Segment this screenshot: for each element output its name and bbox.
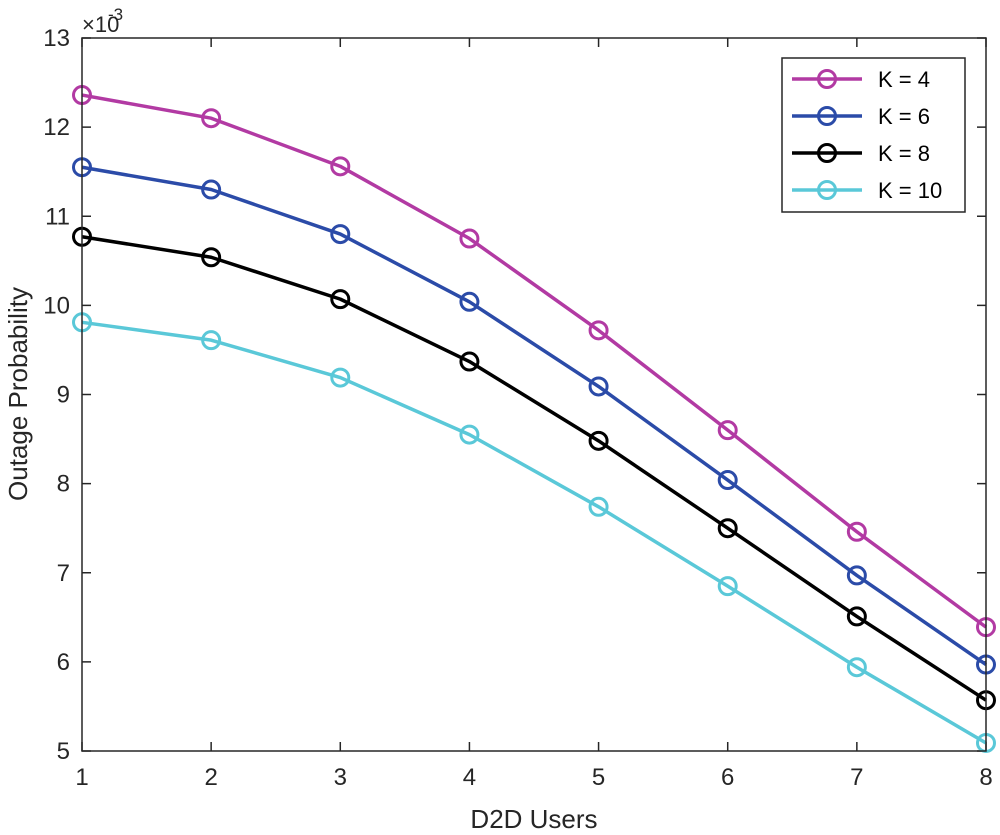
series-line	[81, 235, 987, 702]
legend-entry: K = 8	[792, 141, 930, 166]
data-point	[588, 320, 609, 341]
data-point	[330, 156, 351, 177]
data-point	[201, 179, 222, 200]
series-line	[81, 165, 987, 666]
data-point	[459, 424, 480, 445]
legend-entry: K = 6	[792, 104, 930, 129]
data-point	[846, 521, 867, 542]
y-multiplier-exponent: -3	[108, 5, 123, 24]
data-point	[330, 289, 351, 310]
data-point	[717, 420, 738, 441]
legend-marker	[817, 69, 837, 89]
y-tick-label: 5	[57, 738, 70, 765]
y-tick-label: 9	[57, 382, 70, 409]
legend-label: K = 10	[878, 178, 942, 203]
data-point	[588, 376, 609, 397]
x-tick-label: 8	[979, 764, 992, 791]
legend-box	[781, 57, 966, 213]
y-tick-label: 7	[57, 560, 70, 587]
legend-entry: K = 10	[792, 178, 942, 203]
legend-label: K = 8	[878, 141, 930, 166]
x-tick-label: 6	[721, 764, 734, 791]
y-tick-label: 12	[43, 114, 70, 141]
x-tick-label: 2	[204, 764, 217, 791]
data-point	[846, 606, 867, 627]
x-tick-label: 7	[850, 764, 863, 791]
x-tick-label: 4	[463, 764, 476, 791]
legend: K = 4 K = 6 K = 8 K = 10	[781, 57, 966, 213]
data-point	[459, 291, 480, 312]
data-point	[459, 351, 480, 372]
data-point	[201, 247, 222, 268]
data-point	[201, 330, 222, 351]
legend-label: K = 4	[878, 67, 930, 92]
data-point	[330, 224, 351, 245]
plot-frame	[81, 37, 987, 752]
y-tick-label: 11	[45, 203, 70, 230]
legend-marker	[817, 180, 837, 200]
data-point	[588, 430, 609, 451]
x-axis-title: D2D Users	[470, 804, 597, 834]
data-point	[717, 470, 738, 491]
x-tick-label: 3	[334, 764, 347, 791]
series-layer	[72, 85, 996, 753]
data-point	[330, 367, 351, 388]
series-3	[72, 226, 996, 711]
data-point	[717, 576, 738, 597]
y-tick-label: 8	[57, 471, 70, 498]
legend-entry: K = 4	[792, 67, 930, 92]
data-point	[588, 496, 609, 517]
legend-marker	[817, 106, 837, 126]
series-line	[81, 320, 987, 745]
x-tick-label: 1	[75, 764, 88, 791]
data-point	[717, 518, 738, 539]
y-axis-title: Outage Probability	[3, 287, 33, 501]
y-tick-label: 10	[43, 292, 70, 319]
x-tick-label: 5	[592, 764, 605, 791]
y-multiplier-base: ×10	[82, 12, 119, 37]
series-line	[81, 93, 988, 629]
data-point	[846, 657, 867, 678]
y-tick-label: 6	[57, 649, 70, 676]
data-point	[846, 565, 867, 586]
legend-marker	[817, 143, 837, 163]
y-tick-label: 13	[43, 25, 70, 52]
series-4	[72, 312, 996, 753]
legend-label: K = 6	[878, 104, 930, 129]
data-point	[459, 228, 480, 249]
data-point	[201, 108, 222, 129]
